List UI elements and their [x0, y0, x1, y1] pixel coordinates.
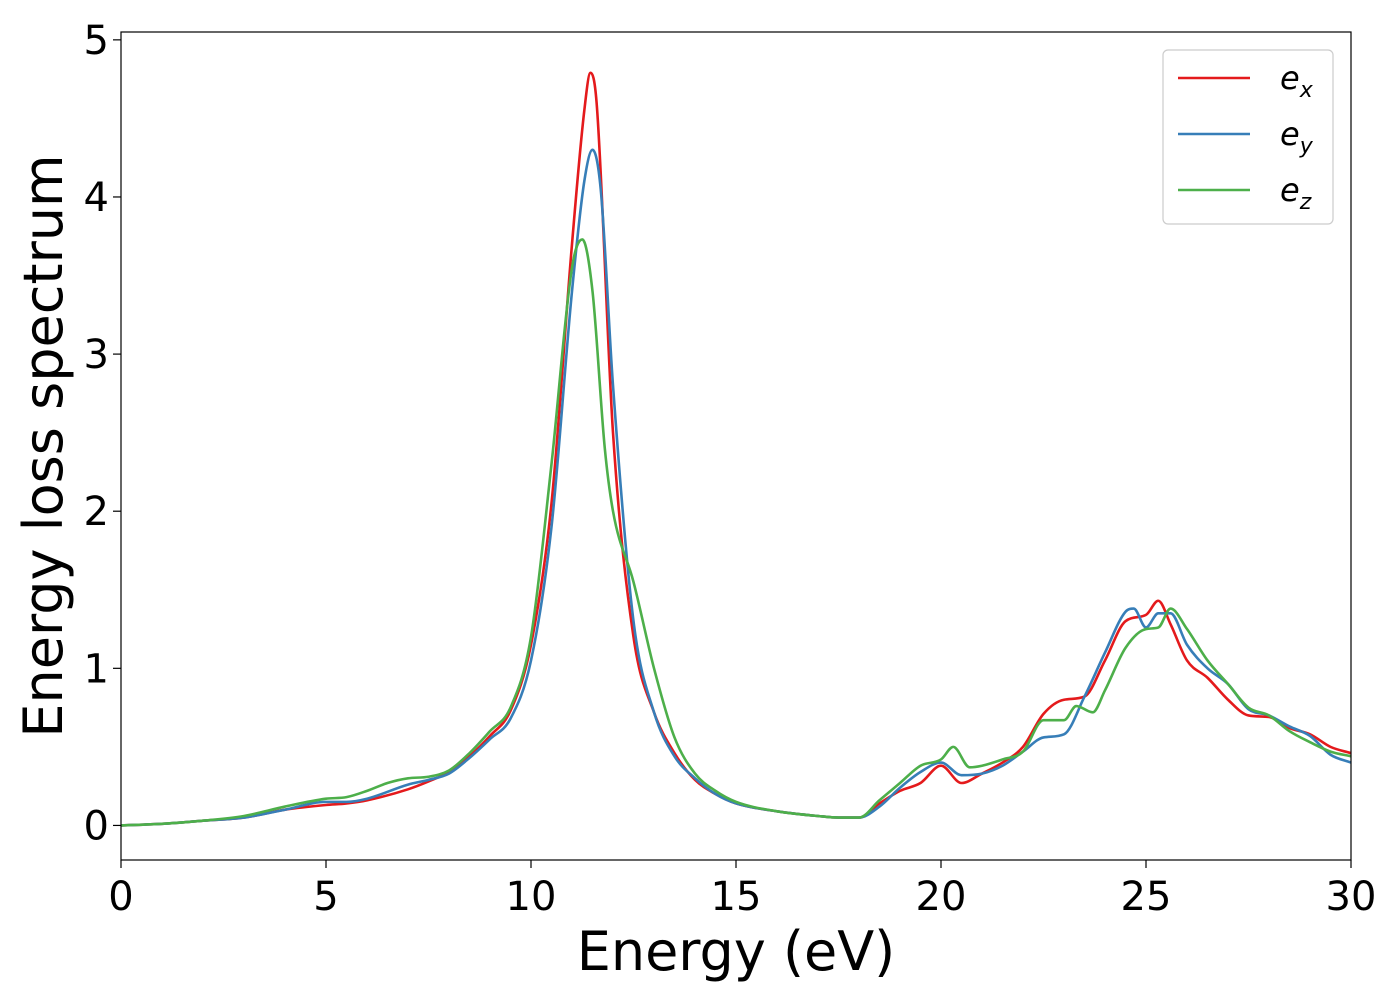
y-tick-label: 5: [84, 18, 109, 64]
legend-box: [1162, 49, 1334, 225]
legend-label-x: ex: [1280, 59, 1314, 103]
legend: ex ey ez: [1162, 49, 1334, 225]
y-axis: 0 1 2 3 4 5: [84, 18, 121, 849]
y-axis-title: Energy loss spectrum: [12, 154, 75, 737]
x-tick-label: 10: [506, 874, 557, 920]
legend-label-y: ey: [1280, 115, 1314, 159]
x-axis-title: Energy (eV): [577, 920, 896, 983]
series-line-z: [121, 238, 1351, 827]
y-tick-label: 1: [84, 646, 109, 692]
y-tick-label: 3: [84, 332, 109, 378]
series-layer: [121, 71, 1351, 827]
legend-label-z: ez: [1280, 171, 1312, 215]
y-tick-label: 0: [84, 803, 109, 849]
y-tick-label: 2: [84, 489, 109, 535]
x-tick-label: 0: [108, 874, 133, 920]
x-tick-label: 15: [711, 874, 762, 920]
x-tick-label: 30: [1326, 874, 1377, 920]
x-axis: 0 5 10 15 20 25 30: [108, 860, 1376, 920]
y-tick-label: 4: [84, 175, 109, 221]
x-tick-label: 5: [313, 874, 338, 920]
x-tick-label: 20: [916, 874, 967, 920]
x-tick-label: 25: [1121, 874, 1172, 920]
